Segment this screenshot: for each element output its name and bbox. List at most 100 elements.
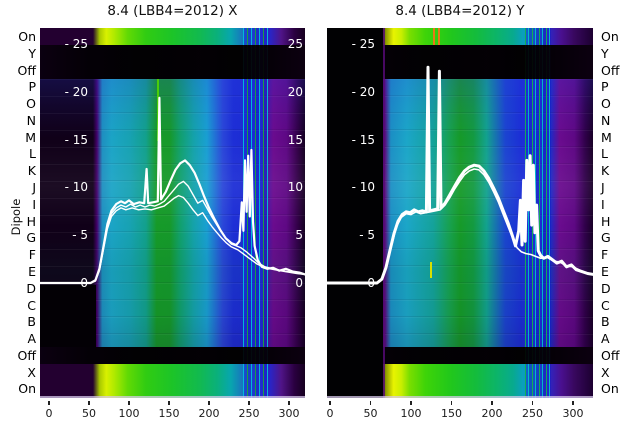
x-tick-label: 150 — [437, 401, 467, 431]
category-label: Off — [601, 347, 620, 363]
value-tick-label: - 5 — [72, 228, 88, 243]
heatmap-dark-region — [40, 285, 96, 347]
category-label: M — [601, 129, 612, 145]
category-label: E — [28, 263, 36, 279]
x-tick-label: 250 — [234, 401, 264, 431]
category-label: E — [601, 263, 609, 279]
value-tick-label: 0 — [367, 275, 375, 290]
category-label: L — [601, 146, 608, 162]
category-label: A — [601, 331, 610, 347]
x-tick-label: 250 — [518, 401, 548, 431]
accent-line-yellow — [430, 262, 432, 278]
x-tick-label: 50 — [356, 401, 386, 431]
category-label: L — [29, 146, 36, 162]
category-label: F — [601, 247, 609, 263]
bundle-trace-3 — [40, 194, 305, 284]
category-label: P — [28, 79, 36, 95]
category-label: X — [601, 364, 610, 380]
value-tick-label: - 15 — [351, 132, 375, 147]
heatmap-panel-y: - 25 - 20 - 15 - 10 - 5 0 — [327, 28, 593, 398]
x-tick-label: 0 — [315, 401, 345, 431]
accent-line-lime — [157, 79, 159, 141]
overlay-line-traces — [327, 65, 593, 285]
accent-line-orange — [433, 28, 435, 45]
x-tick-label: 300 — [274, 401, 304, 431]
value-tick-label: - 5 — [359, 228, 375, 243]
overlay-line-traces — [40, 96, 305, 285]
category-label: I — [32, 196, 36, 212]
value-tick-label: - 10 — [351, 180, 375, 195]
x-tick-label: 100 — [114, 401, 144, 431]
value-tick-label: - 20 — [351, 84, 375, 99]
value-tick-label: - 25 — [351, 37, 375, 51]
category-label: M — [25, 129, 36, 145]
x-tick-label: 150 — [154, 401, 184, 431]
panel-x-title: 8.4 (LBB4=2012) X — [107, 3, 238, 19]
x-tick-label: 200 — [477, 401, 507, 431]
category-label: Y — [601, 45, 609, 61]
category-label: H — [601, 213, 611, 229]
left-category-axis: On Y Off P O N M L K J I H G F E D C B A Off X On — [0, 29, 36, 397]
bundle-trace-2 — [40, 180, 305, 284]
value-tick-label: 10 — [287, 180, 303, 195]
category-label: B — [601, 314, 610, 330]
category-label: K — [27, 163, 36, 179]
category-label: N — [601, 112, 611, 128]
x-axis-panel-x: 0 50 100 150 200 250 300 — [34, 401, 304, 431]
right-category-axis: On Y Off P O N M L K J I H G F E D C B A Off X On — [601, 29, 640, 397]
bottom-edge-strip — [327, 396, 593, 398]
category-label: K — [601, 163, 610, 179]
value-tick-label: - 25 — [64, 37, 88, 51]
category-label: J — [601, 180, 605, 196]
category-label: P — [601, 79, 609, 95]
category-label: Off — [17, 62, 36, 78]
category-label: F — [28, 247, 36, 263]
heatmap-band-on-top — [40, 28, 305, 45]
value-tick-label: 20 — [287, 84, 303, 99]
heatmap-purple-edge — [383, 28, 385, 398]
category-label: Off — [17, 347, 36, 363]
category-label: D — [601, 280, 611, 296]
value-labels-negative: - 25 - 20 - 15 - 10 - 5 0 — [335, 38, 375, 289]
value-labels-positive: 25 20 15 10 5 0 — [267, 38, 303, 289]
value-tick-label: 15 — [287, 132, 303, 147]
main-trace — [40, 96, 305, 285]
category-label: G — [601, 230, 611, 246]
category-label: B — [27, 314, 36, 330]
panel-y-title: 8.4 (LBB4=2012) Y — [395, 3, 525, 19]
category-label: X — [27, 364, 36, 380]
heatmap-band-off-bottom — [40, 347, 305, 364]
category-label: On — [601, 29, 619, 44]
category-label: O — [601, 96, 611, 112]
x-tick-label: 200 — [194, 401, 224, 431]
category-label: A — [27, 331, 36, 347]
heatmap-panel-x: - 25 - 20 - 15 - 10 - 5 0 25 20 15 10 5 0 — [40, 28, 305, 398]
heatmap-band-off-top — [40, 45, 305, 79]
value-tick-label: 0 — [80, 275, 88, 290]
bottom-edge-strip — [40, 396, 305, 398]
category-label: Off — [601, 62, 620, 78]
category-label: On — [18, 381, 36, 397]
heatmap-dark-region — [327, 28, 383, 398]
category-label: On — [601, 381, 619, 397]
category-label: C — [27, 297, 36, 313]
category-label: H — [26, 213, 36, 229]
x-tick-label: 0 — [34, 401, 64, 431]
value-tick-label: 25 — [287, 37, 303, 51]
value-tick-label: - 20 — [64, 84, 88, 99]
accent-line-orange — [438, 28, 440, 45]
x-tick-label: 100 — [396, 401, 426, 431]
category-label: On — [18, 29, 36, 44]
category-label: D — [26, 280, 36, 296]
category-label: C — [601, 297, 610, 313]
category-label: N — [26, 112, 36, 128]
value-labels-negative: - 25 - 20 - 15 - 10 - 5 0 — [48, 38, 88, 289]
x-tick-label: 300 — [558, 401, 588, 431]
heatmap-band-off-bottom — [327, 347, 593, 364]
value-tick-label: - 10 — [64, 180, 88, 195]
value-tick-label: 0 — [295, 275, 303, 290]
heatmap-stripe-cluster — [243, 28, 268, 398]
category-label: G — [26, 230, 36, 246]
value-tick-label: - 15 — [64, 132, 88, 147]
